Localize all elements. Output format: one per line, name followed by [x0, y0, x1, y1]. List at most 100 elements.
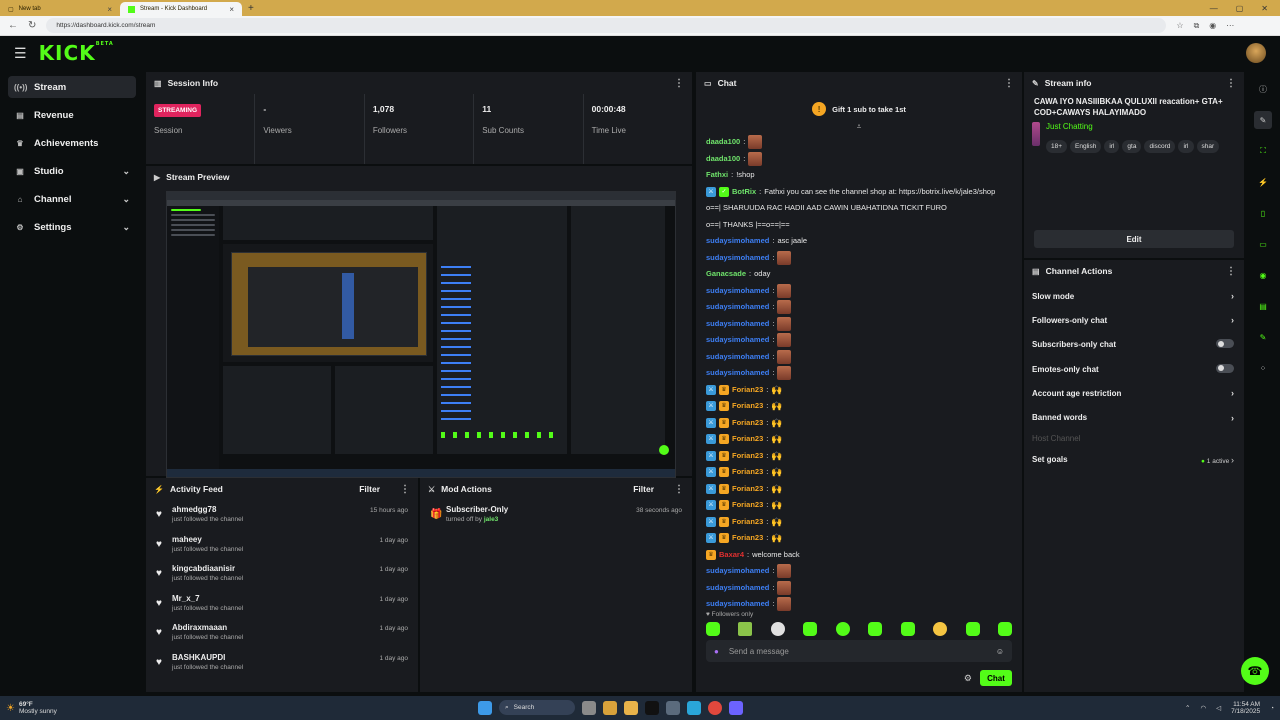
broadcast-icon[interactable]: ◉: [1259, 270, 1267, 280]
chat-username[interactable]: daada100: [706, 137, 741, 146]
chat-username[interactable]: Forian23: [732, 500, 764, 509]
emote-icon[interactable]: [803, 622, 818, 636]
panels-icon[interactable]: ▤: [1259, 301, 1267, 311]
apps-icon[interactable]: ⁘: [1259, 363, 1267, 373]
chat-username[interactable]: Forian23: [732, 483, 764, 493]
user-avatar[interactable]: [1246, 43, 1266, 63]
extensions-icon[interactable]: ⧉: [1193, 20, 1200, 30]
chat-username[interactable]: sudaysimohamed: [706, 252, 770, 262]
chat-username[interactable]: Forian23: [732, 467, 764, 476]
chat-username[interactable]: Forian23: [732, 401, 764, 410]
fullscreen-icon[interactable]: ⛶: [1260, 146, 1266, 155]
emote-icon[interactable]: [706, 622, 720, 636]
support-chat-button[interactable]: ☎: [1241, 657, 1269, 685]
emote-icon[interactable]: [738, 622, 753, 636]
chat-username[interactable]: Forian23: [732, 516, 764, 526]
app-icon[interactable]: [729, 700, 743, 715]
copilot-icon[interactable]: [603, 700, 617, 715]
emote-icon[interactable]: [997, 622, 1012, 636]
chat-settings-gear-icon[interactable]: ⚙: [963, 673, 972, 683]
sidebar-item-revenue[interactable]: ▤ Revenue: [8, 104, 136, 126]
chat-username[interactable]: sudaysimohamed: [706, 236, 770, 245]
emotes-only-toggle[interactable]: [1216, 363, 1234, 373]
chat-username[interactable]: Fathxi: [706, 170, 729, 179]
chat-username[interactable]: BotRix: [732, 186, 757, 196]
emote-icon[interactable]: [868, 622, 883, 636]
hamburger-menu-icon[interactable]: ☰: [14, 44, 27, 61]
action-set-goals[interactable]: Set goals ● 1 active ›: [1024, 448, 1244, 472]
profile-icon[interactable]: ◉: [1209, 20, 1217, 30]
action-account-age[interactable]: Account age restriction ›: [1024, 381, 1244, 405]
browser-tab-new[interactable]: ▢ New tab ×: [0, 2, 120, 16]
activity-user[interactable]: BASHKAUPDI: [172, 652, 226, 662]
chat-username[interactable]: Ganacsade: [706, 269, 747, 278]
chat-username[interactable]: Forian23: [732, 434, 764, 443]
browser-tab-stream[interactable]: Stream - Kick Dashboard ×: [120, 2, 242, 16]
microphone-icon[interactable]: ●: [714, 646, 719, 656]
close-tab-icon[interactable]: ×: [107, 4, 112, 14]
maximize-icon[interactable]: ▢: [1235, 3, 1244, 13]
wrench-icon[interactable]: ✎: [1259, 332, 1267, 342]
action-banned-words[interactable]: Banned words ›: [1024, 405, 1244, 429]
refresh-icon[interactable]: ↻: [28, 20, 37, 31]
filter-button[interactable]: Filter: [633, 484, 654, 494]
more-options-icon[interactable]: ⋮: [400, 483, 410, 495]
store-icon[interactable]: [666, 700, 680, 715]
clock-date[interactable]: 7/18/2025: [1231, 708, 1261, 715]
chat-username[interactable]: sudaysimohamed: [706, 582, 770, 592]
windows-start-icon[interactable]: [478, 700, 492, 715]
info-icon[interactable]: ⓘ: [1259, 84, 1267, 94]
chat-username[interactable]: daada100: [706, 153, 741, 163]
taskbar-search[interactable]: ⌕ Search: [499, 700, 575, 715]
more-options-icon[interactable]: ⋮: [674, 77, 684, 89]
minimize-icon[interactable]: —: [1209, 3, 1218, 13]
sidebar-item-achievements[interactable]: ♛ Achievements: [8, 132, 136, 154]
file-explorer-icon[interactable]: [624, 700, 638, 715]
chrome-icon[interactable]: [708, 700, 722, 715]
activity-user[interactable]: maheey: [172, 534, 202, 544]
chat-username[interactable]: sudaysimohamed: [706, 335, 770, 344]
bolt-icon[interactable]: ⚡: [1258, 177, 1268, 187]
close-tab-icon[interactable]: ×: [229, 4, 234, 14]
chat-username[interactable]: sudaysimohamed: [706, 368, 770, 377]
chat-bubble-icon[interactable]: ▭: [1259, 239, 1267, 249]
notifications-icon[interactable]: ◔: [1270, 704, 1274, 712]
chat-username[interactable]: Forian23: [732, 417, 764, 427]
emote-icon[interactable]: [835, 622, 850, 636]
edge-icon[interactable]: [687, 700, 701, 715]
chat-username[interactable]: Forian23: [732, 384, 764, 394]
back-icon[interactable]: ←: [8, 20, 18, 31]
chat-send-button[interactable]: Chat: [980, 670, 1012, 686]
sidebar-item-settings[interactable]: ⚙ Settings ⌄: [8, 216, 136, 238]
chat-message-input[interactable]: ● Send a message ☺: [706, 640, 1012, 662]
volume-icon[interactable]: ◁: [1216, 705, 1222, 712]
chat-username[interactable]: sudaysimohamed: [706, 566, 770, 575]
pinned-arrow-icon[interactable]: ⩡: [856, 122, 862, 131]
new-tab-plus-icon[interactable]: +: [248, 3, 254, 14]
chat-username[interactable]: sudaysimohamed: [706, 599, 770, 608]
emote-icon[interactable]: [965, 622, 980, 636]
stream-preview-video[interactable]: [166, 191, 676, 478]
more-options-icon[interactable]: ⋮: [1004, 77, 1014, 89]
sidebar-item-channel[interactable]: ⌂ Channel ⌄: [8, 188, 136, 210]
action-slow-mode[interactable]: Slow mode ›: [1024, 284, 1244, 308]
chat-username[interactable]: sudaysimohamed: [706, 302, 770, 311]
mod-action-user[interactable]: jale3: [483, 516, 499, 523]
emoji-icon[interactable]: ☺: [995, 646, 1004, 656]
emote-icon[interactable]: [933, 622, 948, 636]
chat-username[interactable]: Forian23: [732, 533, 764, 542]
edit-stream-info-button[interactable]: Edit: [1034, 230, 1234, 248]
star-icon[interactable]: ☆: [1176, 20, 1184, 30]
sidebar-item-studio[interactable]: ▣ Studio ⌄: [8, 160, 136, 182]
clock-time[interactable]: 11:54 AM: [1233, 701, 1261, 708]
wifi-icon[interactable]: ◠: [1200, 705, 1207, 712]
activity-user[interactable]: Mr_x_7: [172, 593, 200, 603]
sidebar-item-stream[interactable]: ((•)) Stream: [8, 76, 136, 98]
more-options-icon[interactable]: ⋮: [1226, 265, 1236, 277]
filter-button[interactable]: Filter: [359, 484, 380, 494]
more-options-icon[interactable]: ⋮: [674, 483, 684, 495]
gift-sub-banner[interactable]: ! Gift 1 sub to take 1st: [696, 94, 1022, 124]
weather-widget[interactable]: ☀ 69°F Mostly sunny: [6, 701, 57, 715]
chat-username[interactable]: sudaysimohamed: [706, 285, 770, 295]
emote-icon[interactable]: [900, 622, 915, 636]
